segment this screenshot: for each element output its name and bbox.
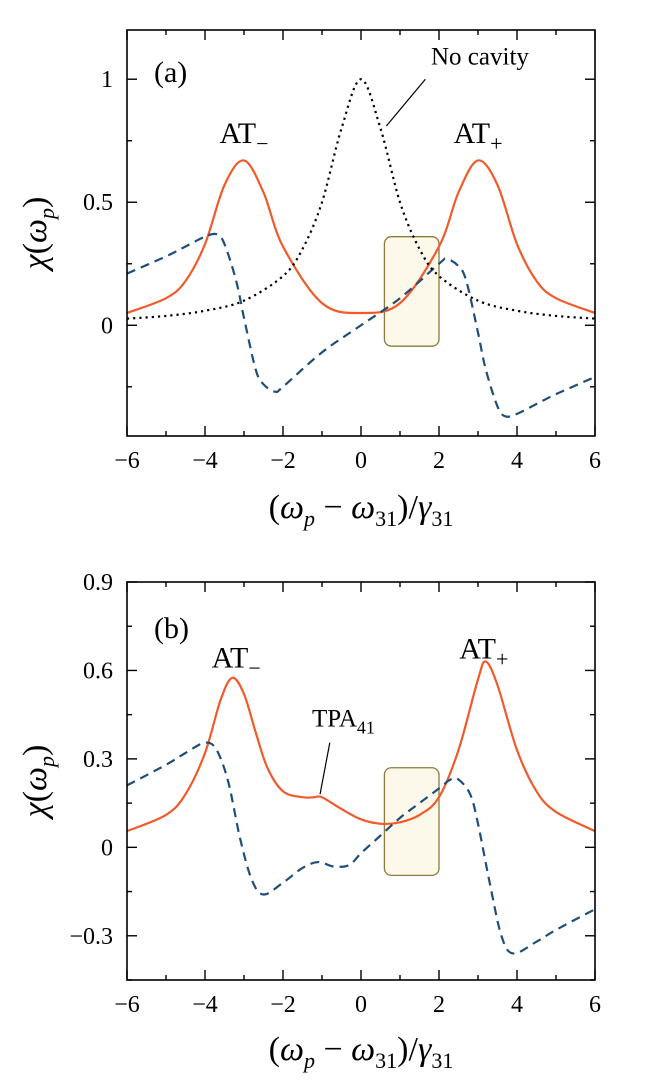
annotation-tpa41: TPA41 (312, 705, 375, 737)
annotation-at-minus: AT− (212, 641, 261, 680)
chart-panel-b: −6 −4 −2 0 2 4 6 −0.3 0 0.3 0.6 0.9 (b) AT− AT+ TPA41 (ω… (17, 570, 601, 1073)
annotation-pointer (319, 742, 331, 795)
x-tick-label: −2 (270, 448, 296, 474)
plot-frame (126, 581, 596, 981)
y-tick-label: 0.9 (83, 570, 113, 596)
x-tick-label: 0 (355, 992, 367, 1018)
x-tick-label: 4 (511, 448, 523, 474)
x-tick-label: 4 (511, 992, 523, 1018)
series-line-dashed (127, 232, 595, 418)
annotation-at-plus: AT+ (459, 633, 508, 672)
annotation-no-cavity: No cavity (431, 43, 529, 70)
x-axis-label: (ωp − ω31)/γ31 (269, 489, 454, 531)
x-tick-label: 6 (589, 992, 601, 1018)
highlight-box (383, 767, 440, 876)
annotation-at-plus: AT+ (453, 117, 502, 156)
panel-label: (b) (154, 612, 189, 645)
x-tick-label: 2 (433, 992, 445, 1018)
x-tick-label: 2 (433, 448, 445, 474)
x-tick-label: −6 (114, 448, 140, 474)
y-tick-label: 0.6 (83, 658, 113, 684)
y-tick-label: 1 (101, 67, 113, 93)
annotation-at-minus: AT− (219, 117, 268, 156)
series-line-solid (127, 660, 595, 833)
panel-label: (a) (154, 56, 187, 89)
x-tick-label: −6 (114, 992, 140, 1018)
x-tick-label: −4 (192, 448, 218, 474)
series-line-dotted (127, 78, 595, 320)
series-line-dashed (127, 741, 595, 955)
x-tick-label: 6 (589, 448, 601, 474)
y-tick-label: 0.3 (83, 747, 113, 773)
x-axis-label: (ωp − ω31)/γ31 (269, 1031, 454, 1073)
y-tick-label: −0.3 (69, 924, 113, 950)
y-tick-label: 0.5 (83, 190, 113, 216)
y-tick-label: 0 (101, 313, 113, 339)
x-tick-label: −2 (270, 992, 296, 1018)
series-line-solid (127, 159, 595, 315)
plot-frame (126, 29, 596, 437)
y-axis-label: χ(ωp) (17, 745, 59, 821)
y-tick-label: 0 (101, 835, 113, 861)
y-axis-label: χ(ωp) (17, 197, 59, 273)
x-tick-label: −4 (192, 992, 218, 1018)
x-tick-label: 0 (355, 448, 367, 474)
annotation-pointer (385, 78, 426, 127)
chart-panel-a: −6 −4 −2 0 2 4 6 0 0.5 1 (a) AT− AT+ No cavity (ωp − ω… (17, 29, 601, 531)
